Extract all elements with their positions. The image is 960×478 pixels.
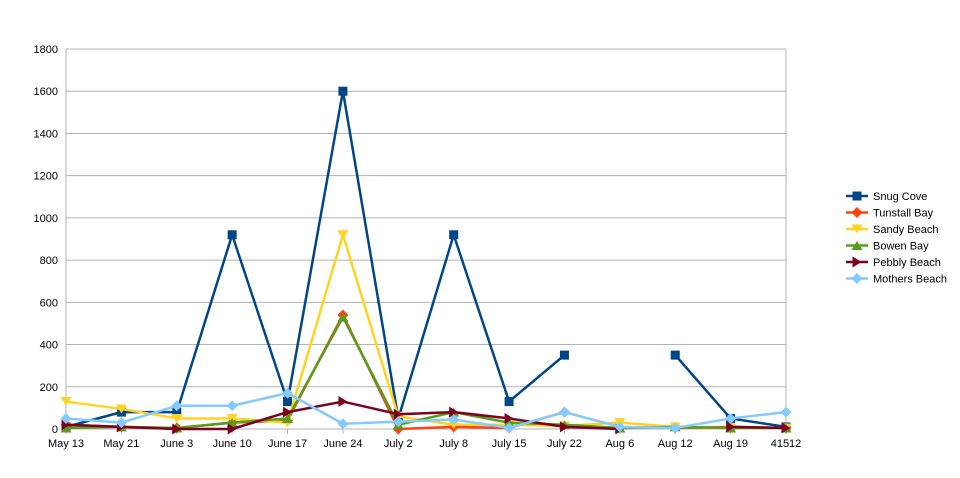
x-tick-label: July 8 xyxy=(439,438,468,450)
y-tick-label: 200 xyxy=(40,382,58,394)
data-point-pebbly-beach xyxy=(393,408,403,420)
series-line-snug-cove xyxy=(65,89,566,429)
data-point-snug-cove xyxy=(449,230,459,240)
y-tick-label: 800 xyxy=(40,255,58,267)
series-line-pebbly-beach xyxy=(730,425,787,430)
data-point-sandy-beach xyxy=(115,404,127,414)
data-point-mothers-beach xyxy=(558,406,570,418)
gridlines xyxy=(66,48,786,430)
data-point-mothers-beach xyxy=(282,387,294,399)
data-point-pebbly-beach xyxy=(172,423,182,435)
legend-label: Pebbly Beach xyxy=(873,257,941,269)
legend-marker xyxy=(852,191,862,201)
x-tick-label: July 15 xyxy=(492,438,527,450)
legend-label: Bowen Bay xyxy=(873,241,929,253)
data-point-sandy-beach xyxy=(60,397,72,407)
data-point-mothers-beach xyxy=(448,414,460,425)
data-point-mothers-beach xyxy=(614,421,626,433)
legend-item-tunstall-bay: Tunstall Bay xyxy=(846,207,934,220)
data-point-mothers-beach xyxy=(669,422,681,434)
legend-marker xyxy=(852,256,862,268)
data-point-pebbly-beach xyxy=(449,406,459,418)
data-point-snug-cove xyxy=(559,350,569,360)
series-lines xyxy=(60,86,792,435)
y-tick-label: 0 xyxy=(52,424,58,436)
y-tick-label: 1800 xyxy=(34,44,58,56)
x-tick-label: June 10 xyxy=(213,438,252,450)
data-point-pebbly-beach xyxy=(781,422,791,434)
legend-label: Snug Cove xyxy=(873,191,927,203)
data-point-bowen-bay xyxy=(60,423,72,433)
data-point-pebbly-beach xyxy=(61,419,71,431)
series-mothers-beach xyxy=(60,387,792,434)
x-tick-label: June 24 xyxy=(323,438,362,450)
legend-item-bowen-bay: Bowen Bay xyxy=(846,241,929,253)
x-tick-label: Aug 19 xyxy=(713,438,748,450)
axes: 0 200 400 600 800 1000 1200 1400 1600 1800 May 13 M… xyxy=(34,44,802,450)
legend-marker xyxy=(851,241,863,250)
x-tick-label: Aug 6 xyxy=(605,438,634,450)
legend-label: Sandy Beach xyxy=(873,224,938,236)
series-snug-cove xyxy=(61,86,791,432)
y-tick-label: 1600 xyxy=(34,86,58,98)
data-point-mothers-beach xyxy=(780,406,792,418)
x-tick-label: May 21 xyxy=(103,438,139,450)
data-point-bowen-bay xyxy=(282,413,294,423)
data-point-snug-cove xyxy=(172,407,182,417)
y-tick-label: 1400 xyxy=(34,128,58,140)
data-point-snug-cove xyxy=(283,397,293,407)
x-tick-label: June 3 xyxy=(160,438,193,450)
legend-marker xyxy=(851,207,863,218)
data-point-mothers-beach xyxy=(171,400,183,412)
data-point-mothers-beach xyxy=(503,422,515,434)
data-point-sandy-beach xyxy=(337,230,349,240)
series-line-sandy-beach xyxy=(65,233,786,430)
data-point-mothers-beach xyxy=(60,412,72,424)
data-point-sandy-beach xyxy=(171,413,183,423)
legend-item-pebbly-beach: Pebbly Beach xyxy=(846,256,941,269)
x-tick-label: July 22 xyxy=(547,438,582,450)
data-point-bowen-bay xyxy=(337,312,349,322)
y-tick-label: 1000 xyxy=(34,213,58,225)
series-line-mothers-beach xyxy=(65,391,787,430)
data-point-pebbly-beach xyxy=(338,396,348,408)
legend-item-snug-cove: Snug Cove xyxy=(846,191,927,203)
legend-item-sandy-beach: Sandy Beach xyxy=(846,224,938,236)
x-tick-label: July 2 xyxy=(384,438,413,450)
data-point-mothers-beach xyxy=(115,417,127,429)
data-point-mothers-beach xyxy=(392,416,404,428)
data-point-mothers-beach xyxy=(337,418,349,430)
x-tick-label: Aug 12 xyxy=(658,438,693,450)
x-tick-label: May 13 xyxy=(48,438,84,450)
y-tick-label: 600 xyxy=(40,297,58,309)
data-point-pebbly-beach xyxy=(283,406,293,418)
legend: Snug Cove Tunstall Bay Sandy Beach Bowen Ba… xyxy=(846,191,947,286)
legend-label: Tunstall Bay xyxy=(873,208,934,220)
data-point-snug-cove xyxy=(504,397,514,407)
data-point-snug-cove xyxy=(670,350,680,360)
data-point-snug-cove xyxy=(338,86,348,96)
data-point-pebbly-beach xyxy=(726,421,736,433)
legend-item-mothers-beach: Mothers Beach xyxy=(846,273,947,286)
data-point-snug-cove xyxy=(227,230,237,240)
legend-marker xyxy=(851,224,863,234)
legend-marker xyxy=(851,273,863,284)
data-point-mothers-beach xyxy=(725,412,737,424)
legend-label: Mothers Beach xyxy=(873,274,947,286)
y-tick-label: 400 xyxy=(40,340,58,352)
data-point-mothers-beach xyxy=(226,400,238,412)
data-point-pebbly-beach xyxy=(559,421,569,433)
x-tick-label: 41512 xyxy=(771,438,802,450)
y-tick-label: 1200 xyxy=(34,171,58,183)
data-point-pebbly-beach xyxy=(504,412,514,424)
data-point-pebbly-beach xyxy=(227,423,237,435)
x-tick-label: June 17 xyxy=(268,438,307,450)
